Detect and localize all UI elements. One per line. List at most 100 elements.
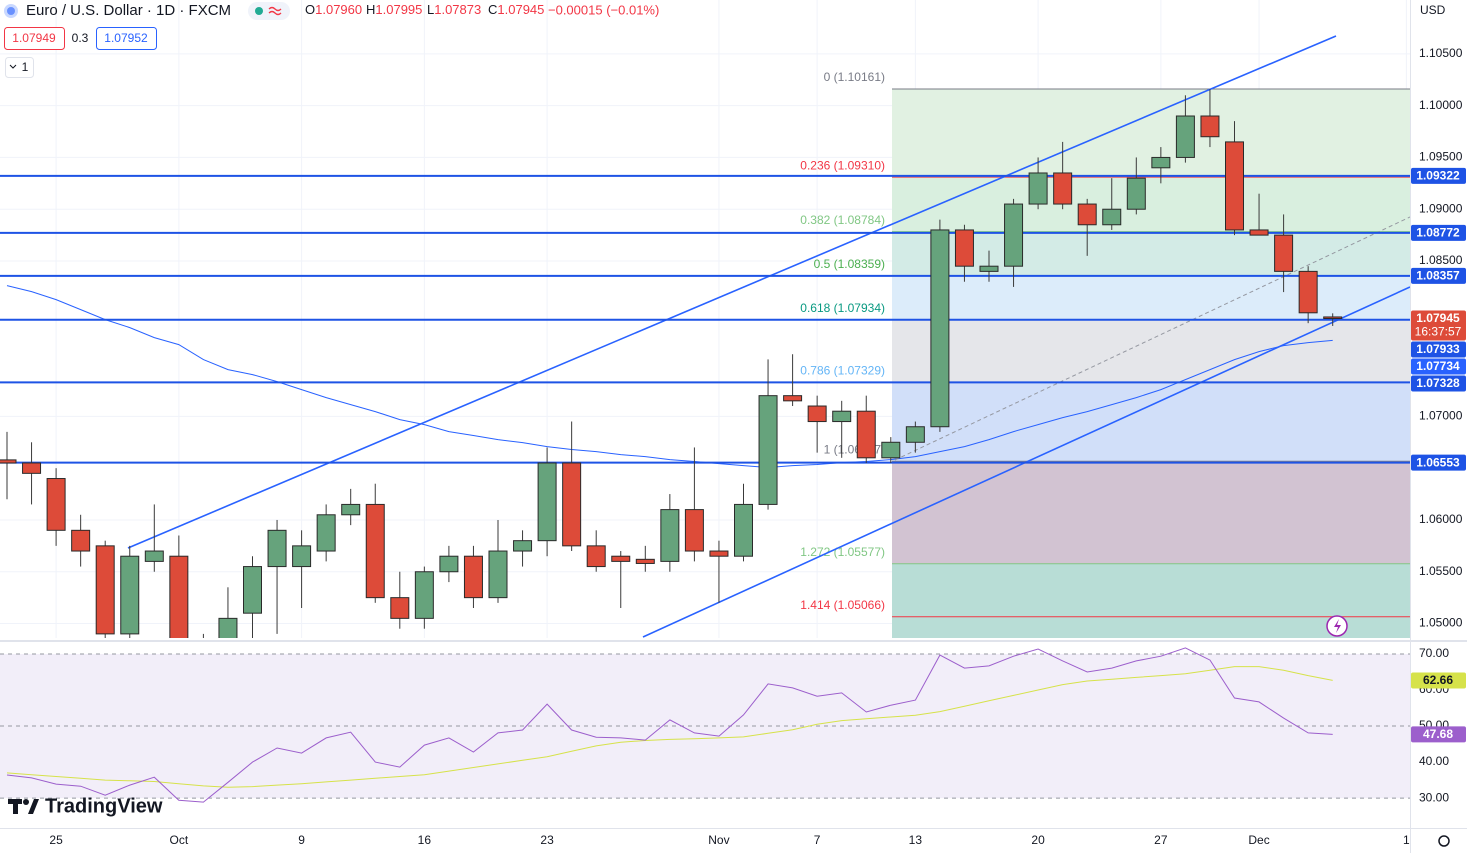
tag-box <box>1411 358 1466 375</box>
tag-label: 1.08357 <box>1416 268 1460 282</box>
candles <box>0 89 1343 638</box>
candle-body <box>218 617 238 638</box>
tag-label: 1.08772 <box>1416 226 1460 240</box>
brand: TradingView <box>8 795 163 817</box>
rsi-tick-label: 30.00 <box>1419 790 1449 804</box>
symbol-title: Euro / U.S. Dollar · 1D · FXCM <box>26 2 231 19</box>
x-tick-label: Dec <box>1248 833 1269 847</box>
logo-stem <box>13 799 18 814</box>
ohlc-item: C1.07945 <box>488 2 544 17</box>
candle-body <box>513 540 533 552</box>
candle-body <box>1298 270 1318 314</box>
alert-bolt <box>1334 619 1341 633</box>
price-tag: 62.66 <box>1411 672 1466 689</box>
tag-label: 1.07734 <box>1416 359 1460 373</box>
fib-label: 0 (1.10161) <box>824 70 885 84</box>
x-tick-label: 23 <box>540 833 554 847</box>
tag-box <box>1411 375 1466 392</box>
candle-body <box>783 395 803 402</box>
y-tick-label: 1.09500 <box>1419 150 1463 164</box>
candle-body <box>1053 172 1073 205</box>
fib-label: 0.5 (1.08359) <box>814 257 885 271</box>
fib-zone <box>892 88 1410 178</box>
fib-label: 0.618 (1.07934) <box>800 301 885 315</box>
candle-body <box>905 426 925 443</box>
candle-body <box>1200 115 1220 138</box>
candle-body <box>390 597 410 619</box>
interval-count[interactable]: 1 <box>22 60 29 74</box>
ohlc-change: −0.00015 (−0.01%) <box>548 2 659 17</box>
candle-body <box>0 459 17 464</box>
y-tick-label: 1.07000 <box>1419 409 1463 423</box>
tag-box <box>1411 454 1466 471</box>
tag-label: 1.09322 <box>1416 169 1460 183</box>
price-tag: 1.08357 <box>1411 267 1466 284</box>
y-tick-label: 1.09000 <box>1419 201 1463 215</box>
x-tick-label: 9 <box>298 833 305 847</box>
candle-body <box>1151 156 1171 169</box>
candle-body <box>758 395 778 505</box>
currency[interactable]: USD <box>1420 3 1446 17</box>
candle-body <box>856 410 876 459</box>
rsi-tick-label: 40.00 <box>1419 754 1449 768</box>
candle-body <box>832 410 852 423</box>
candle-body <box>1175 115 1195 158</box>
channel-mid <box>894 216 1410 461</box>
x-tick-label: 27 <box>1154 833 1168 847</box>
ohlc-value: 1.07873 <box>434 2 481 17</box>
tag-label: 1.06553 <box>1416 455 1460 469</box>
ohlc-key: L <box>427 2 434 17</box>
price-tag: 1.09322 <box>1411 167 1466 184</box>
market-open-dot <box>255 7 263 15</box>
ohlc-key: H <box>366 2 375 17</box>
fib-label: 1.414 (1.05066) <box>800 598 885 612</box>
fib-zone <box>892 382 1410 462</box>
tag-box <box>1411 726 1466 743</box>
ohlc-value: 1.07960 <box>315 2 362 17</box>
tag-label: 1.07933 <box>1416 342 1460 356</box>
brand-name: TradingView <box>45 795 163 817</box>
candle-body <box>734 503 753 557</box>
fib-zone <box>892 275 1410 320</box>
fib-label: 1 (1.06567) <box>824 442 885 456</box>
candle-body <box>954 229 974 267</box>
price-tags: 1.093221.087721.083571.0794516:37:571.07… <box>1411 167 1466 743</box>
candle-body <box>1077 203 1097 226</box>
price-tag: 1.07328 <box>1411 375 1466 392</box>
tag-box <box>1411 267 1466 284</box>
buy-price[interactable]: 1.07952 <box>104 31 148 45</box>
status-badge <box>248 2 290 20</box>
logo-slash <box>28 799 39 814</box>
ohlc-value: 1.07995 <box>375 2 422 17</box>
price-tag: 1.07933 <box>1411 341 1466 358</box>
candle-body <box>414 571 434 619</box>
fib-zone <box>892 461 1410 564</box>
candle-body <box>684 509 704 552</box>
price-tag: 1.06553 <box>1411 454 1466 471</box>
axis: 1.05000 1.05500 1.06000 1.07000 1.08500 1.090… <box>49 46 1462 847</box>
buy-button[interactable] <box>96 27 157 50</box>
tag-box <box>1411 310 1466 341</box>
rsi-ma-line <box>6 666 1333 788</box>
candle-body <box>979 265 999 272</box>
header: Euro / U.S. Dollar · 1D · FXCM 1.07949 0… <box>4 2 1446 78</box>
candle-body <box>341 503 361 516</box>
x-tick-label: 16 <box>418 833 432 847</box>
y-tick-label: 1.10000 <box>1419 98 1463 112</box>
y-tick-label: 1.06000 <box>1419 512 1463 526</box>
sell-price[interactable]: 1.07949 <box>12 31 56 45</box>
sell-button[interactable] <box>4 27 65 50</box>
ohlc-value: 1.07945 <box>497 2 544 17</box>
fib-label: 0.382 (1.08784) <box>800 213 885 227</box>
candle-body <box>316 514 336 552</box>
y-tick-label: 1.05500 <box>1419 564 1463 578</box>
candle-body <box>660 509 680 562</box>
candle-body <box>1126 177 1146 210</box>
ohlc-item: H1.07995 <box>366 2 422 17</box>
tag-label: 1.07945 <box>1416 311 1460 325</box>
interval-box[interactable] <box>5 57 34 78</box>
settings-icon[interactable] <box>1438 835 1450 847</box>
